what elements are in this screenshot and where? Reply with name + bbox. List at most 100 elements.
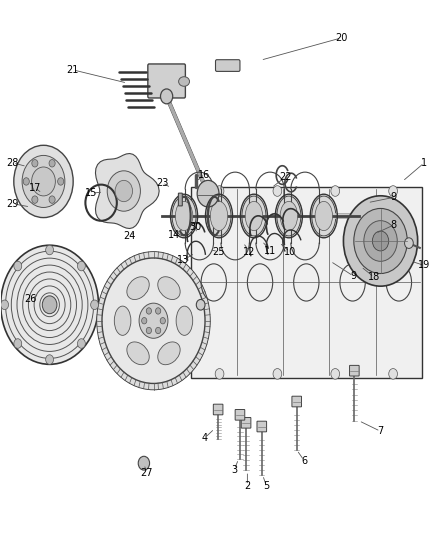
Text: 5: 5 <box>263 481 269 490</box>
Circle shape <box>273 368 282 379</box>
Circle shape <box>160 318 166 324</box>
Ellipse shape <box>114 306 131 335</box>
Circle shape <box>155 327 161 334</box>
Ellipse shape <box>127 277 149 300</box>
Circle shape <box>42 296 57 314</box>
Text: 8: 8 <box>391 220 397 230</box>
Text: 17: 17 <box>28 183 41 193</box>
Circle shape <box>78 339 85 348</box>
Ellipse shape <box>242 196 266 236</box>
Circle shape <box>141 318 147 324</box>
Circle shape <box>1 300 8 310</box>
Circle shape <box>146 308 152 314</box>
Text: 13: 13 <box>177 255 189 265</box>
FancyBboxPatch shape <box>215 60 240 71</box>
Text: 22: 22 <box>279 172 292 182</box>
Text: 26: 26 <box>24 294 36 304</box>
Text: 16: 16 <box>198 170 210 180</box>
Circle shape <box>196 300 205 310</box>
Circle shape <box>32 159 38 167</box>
Text: 29: 29 <box>7 199 19 209</box>
FancyBboxPatch shape <box>292 396 301 407</box>
Text: 9: 9 <box>391 192 397 203</box>
Text: 18: 18 <box>368 272 380 282</box>
Ellipse shape <box>172 196 196 236</box>
Text: 10: 10 <box>284 247 296 256</box>
Circle shape <box>115 180 133 201</box>
Text: 7: 7 <box>378 426 384 437</box>
Text: 9: 9 <box>350 271 357 281</box>
Text: 2: 2 <box>244 481 251 490</box>
Circle shape <box>58 177 64 185</box>
Ellipse shape <box>280 201 297 231</box>
Ellipse shape <box>197 180 219 207</box>
Circle shape <box>32 167 55 196</box>
Ellipse shape <box>160 89 173 104</box>
Circle shape <box>107 171 141 211</box>
Text: 28: 28 <box>7 158 19 168</box>
Text: 27: 27 <box>141 468 153 478</box>
Text: 11: 11 <box>265 246 277 255</box>
Circle shape <box>49 196 55 203</box>
Ellipse shape <box>277 196 301 236</box>
Circle shape <box>139 303 168 338</box>
Circle shape <box>155 308 161 314</box>
Circle shape <box>91 300 99 310</box>
Ellipse shape <box>127 342 149 365</box>
FancyBboxPatch shape <box>178 193 182 206</box>
FancyBboxPatch shape <box>350 366 359 376</box>
Ellipse shape <box>175 201 193 231</box>
Circle shape <box>215 185 224 196</box>
Circle shape <box>389 368 397 379</box>
Text: 19: 19 <box>418 261 430 270</box>
Circle shape <box>389 185 397 196</box>
FancyBboxPatch shape <box>257 421 267 432</box>
Ellipse shape <box>210 201 228 231</box>
Text: 14: 14 <box>168 230 180 240</box>
Text: 15: 15 <box>85 188 98 198</box>
Text: 1: 1 <box>421 158 427 168</box>
Text: 25: 25 <box>212 247 224 256</box>
Circle shape <box>23 177 29 185</box>
Circle shape <box>215 368 224 379</box>
Circle shape <box>97 252 210 390</box>
FancyBboxPatch shape <box>241 417 251 428</box>
Ellipse shape <box>315 201 332 231</box>
Text: 4: 4 <box>202 433 208 443</box>
Circle shape <box>273 185 282 196</box>
Text: 23: 23 <box>156 177 169 188</box>
Circle shape <box>354 208 407 273</box>
Circle shape <box>138 456 150 470</box>
Circle shape <box>372 231 389 251</box>
Ellipse shape <box>312 196 336 236</box>
Text: 24: 24 <box>124 231 136 241</box>
Text: 12: 12 <box>244 247 256 256</box>
Bar <box>191 187 422 378</box>
Polygon shape <box>95 154 159 229</box>
Text: 30: 30 <box>189 222 201 232</box>
Circle shape <box>49 159 55 167</box>
Ellipse shape <box>176 306 193 335</box>
Ellipse shape <box>179 77 190 86</box>
Circle shape <box>46 355 53 365</box>
Circle shape <box>14 261 22 271</box>
Circle shape <box>1 245 99 365</box>
Circle shape <box>331 185 339 196</box>
Text: 6: 6 <box>301 456 307 465</box>
Circle shape <box>343 196 418 286</box>
Circle shape <box>78 261 85 271</box>
FancyBboxPatch shape <box>148 64 185 98</box>
Ellipse shape <box>207 196 231 236</box>
Circle shape <box>46 245 53 255</box>
Text: 20: 20 <box>335 33 347 43</box>
Circle shape <box>22 156 65 207</box>
Text: 3: 3 <box>231 465 237 474</box>
Text: 21: 21 <box>67 65 79 75</box>
Circle shape <box>32 196 38 203</box>
FancyBboxPatch shape <box>235 409 245 420</box>
FancyBboxPatch shape <box>213 404 223 415</box>
Ellipse shape <box>158 277 180 300</box>
Circle shape <box>14 146 73 217</box>
Circle shape <box>405 238 413 248</box>
Ellipse shape <box>158 342 180 365</box>
